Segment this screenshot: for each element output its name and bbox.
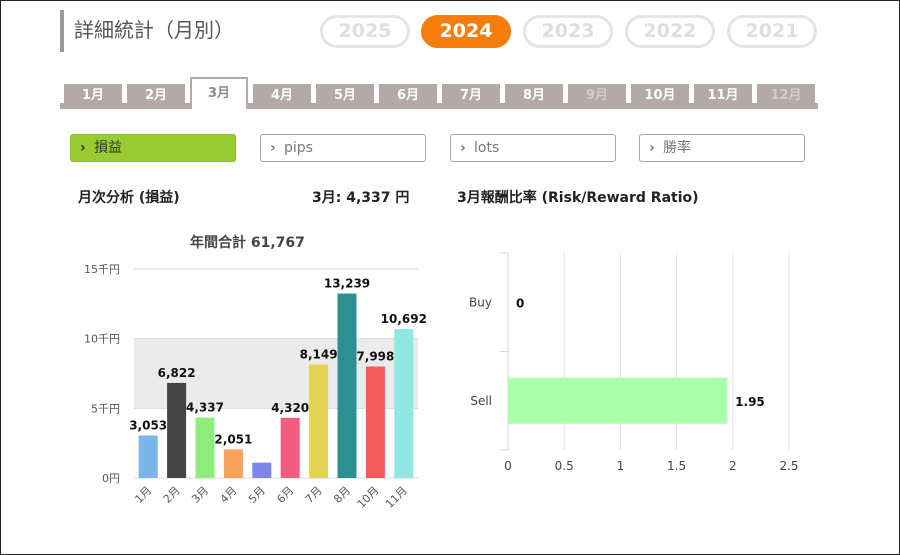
year-tab-2021[interactable]: 2021 [727,15,817,48]
chevron-right-icon: › [649,140,655,156]
x-tick-label: 1.5 [667,459,686,473]
month-tab-4[interactable]: 4月 [253,84,311,107]
month-tab-6[interactable]: 6月 [379,84,437,107]
bar-data-label: 7,998 [356,350,394,364]
bar [337,293,357,478]
y-category-label: Sell [470,394,492,408]
chevron-right-icon: › [270,140,276,156]
metric-label: lots [474,140,500,156]
annual-total: 年間合計 61,767 [190,235,305,251]
metric-button-pips[interactable]: › pips [260,134,426,162]
metric-button-lots[interactable]: › lots [450,134,616,162]
bar [508,377,728,424]
x-tick-label: 2.5 [779,459,798,473]
bar [309,364,329,478]
bar-data-label: 4,337 [186,401,224,415]
monthly-analysis-title: 月次分析 (損益) [78,190,180,206]
bar [252,462,272,478]
bar-data-label: 6,822 [158,366,196,380]
x-tick-label: 0.5 [555,459,574,473]
month-tab-10[interactable]: 10月 [631,84,689,107]
x-tick-label: 4月 [218,484,240,506]
bar-data-label: 0 [516,296,524,310]
x-tick-label: 11月 [383,484,410,511]
metric-button-profit[interactable]: › 損益 [70,134,236,162]
year-tab-2022[interactable]: 2022 [625,15,715,48]
x-tick-label: 1月 [132,484,154,506]
month-tab-7[interactable]: 7月 [442,84,500,107]
bar [167,382,187,478]
y-tick-label: 15千円 [84,263,120,276]
month-tab-9: 9月 [568,84,626,107]
risk-reward-chart: 0 0.5 1 1.5 2 2.5 Buy 0 Sell 1.95 [469,252,799,473]
month-value: 3月: 4,337 円 [312,190,410,206]
risk-reward-title: 3月報酬比率 (Risk/Reward Ratio) [457,190,699,206]
month-tab-11[interactable]: 11月 [694,84,752,107]
bar-data-label: 10,692 [381,312,427,326]
y-tick-label: 10千円 [84,333,120,346]
month-tab-bar [60,103,818,109]
chevron-right-icon: › [80,140,86,156]
x-tick-label: 2月 [161,484,183,506]
bar-data-label: 1.95 [735,395,765,409]
bar [280,417,300,478]
year-tab-2023[interactable]: 2023 [523,15,613,48]
metric-button-winrate[interactable]: › 勝率 [639,134,805,162]
year-tab-2025[interactable]: 2025 [320,15,410,48]
year-tab-2024[interactable]: 2024 [421,15,511,48]
bar [195,417,215,478]
bar-data-label: 2,051 [214,432,252,446]
bar [394,329,414,478]
month-tab-2[interactable]: 2月 [127,84,185,107]
page-title: 詳細統計（月別） [60,10,234,52]
metric-label: 勝率 [663,140,691,156]
month-tab-5[interactable]: 5月 [316,84,374,107]
y-tick-label: 5千円 [91,402,120,415]
x-tick-label: 8月 [331,484,353,506]
metric-label: pips [284,140,313,156]
month-tab-12: 12月 [757,84,815,107]
bar-data-label: 8,149 [300,347,338,361]
x-tick-label: 2 [729,459,737,473]
bar [223,449,243,478]
grid-band [134,269,418,339]
bar [138,435,158,478]
bar-data-label: 3,053 [129,418,167,432]
monthly-profit-chart: 0円 5千円 10千円 15千円 3,053 1月 6,822 2月 4,337 3月 2,051 4… [84,263,427,511]
x-tick-label: 7月 [303,484,325,506]
x-tick-label: 5月 [246,484,268,506]
x-tick-label: 3月 [189,484,211,506]
metric-label: 損益 [94,140,122,156]
x-tick-label: 10月 [355,484,382,511]
bar [365,366,385,478]
bar-data-label: 4,320 [271,401,309,415]
chevron-right-icon: › [460,140,466,156]
x-tick-label: 6月 [274,484,296,506]
x-tick-label: 1 [617,459,625,473]
x-tick-label: 0 [504,459,512,473]
bar-data-label: 13,239 [324,277,370,291]
month-tab-3[interactable]: 3月 [190,77,248,109]
y-tick-label: 0円 [102,472,120,485]
month-tab-1[interactable]: 1月 [64,84,122,107]
month-tab-8[interactable]: 8月 [505,84,563,107]
y-category-label: Buy [469,295,492,309]
